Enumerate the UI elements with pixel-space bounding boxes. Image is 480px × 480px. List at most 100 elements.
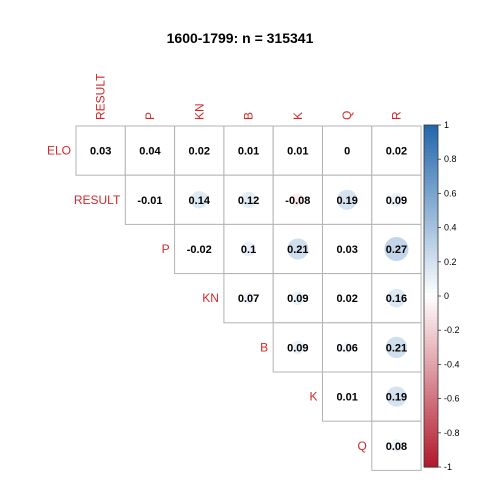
correlation-circle xyxy=(287,238,309,260)
colorbar-segment xyxy=(424,343,438,348)
colorbar-segment xyxy=(424,333,438,338)
value-label: 0.03 xyxy=(90,146,111,158)
colorbar: 1 0.8 0.6 0.4 0.2 0 -0.2 -0.4 -0.6 -0.8 -1 xyxy=(423,120,460,472)
row-label: K xyxy=(309,390,317,404)
colorbar-segment xyxy=(424,299,438,304)
column-label: Q xyxy=(340,111,354,120)
colorbar-tick-label: 0.2 xyxy=(444,257,457,267)
colorbar-segment xyxy=(424,176,438,181)
colorbar-segment xyxy=(424,166,438,171)
correlation-circle xyxy=(195,245,203,253)
value-label: 0.14 xyxy=(189,195,211,207)
value-label: 0.01 xyxy=(287,146,308,158)
colorbar-tick-label: -0.6 xyxy=(444,394,460,404)
colorbar-segment xyxy=(424,275,438,280)
colorbar-segment xyxy=(424,398,438,403)
colorbar-segment xyxy=(424,155,438,160)
column-label: R xyxy=(389,111,403,120)
colorbar-segment xyxy=(424,415,438,420)
colorbar-segment xyxy=(424,248,438,253)
colorbar-segment xyxy=(424,213,438,218)
colorbar-segment xyxy=(424,285,438,290)
value-label: 0.1 xyxy=(241,244,256,256)
value-label: 0.27 xyxy=(386,244,407,256)
colorbar-segment xyxy=(424,231,438,236)
colorbar-segment xyxy=(424,234,438,239)
colorbar-segment xyxy=(424,402,438,407)
column-label: RESULT xyxy=(94,73,108,120)
column-labels: RESULT P KN B K Q R xyxy=(94,73,404,120)
colorbar-segment xyxy=(424,148,438,153)
colorbar-tick-label: -0.4 xyxy=(444,359,460,369)
cell-kn-b xyxy=(223,273,274,324)
colorbar-segment xyxy=(424,412,438,417)
colorbar-segment xyxy=(424,152,438,157)
colorbar-segment xyxy=(424,313,438,318)
value-label: 0.02 xyxy=(336,293,357,305)
correlation-circle xyxy=(337,189,358,210)
correlation-circle xyxy=(290,340,305,355)
correlation-circle xyxy=(290,291,305,306)
correlation-circle xyxy=(190,191,208,209)
colorbar-segment xyxy=(424,254,438,259)
colorbar-tick-label: 0.4 xyxy=(444,223,457,233)
colorbar-segment xyxy=(424,289,438,294)
value-label: 0.19 xyxy=(336,195,357,207)
colorbar-segment xyxy=(424,241,438,246)
correlation-cells: 0.03 0.04 0.02 0.01 0.01 0 0.02 -0.01 0.14 0.12 -0… xyxy=(75,125,422,471)
colorbar-segment xyxy=(424,172,438,177)
value-label: 0.21 xyxy=(287,244,308,256)
colorbar-segment xyxy=(424,357,438,362)
colorbar-segment xyxy=(424,220,438,225)
colorbar-segment xyxy=(424,395,438,400)
value-label: 0.04 xyxy=(139,146,161,158)
colorbar-segment xyxy=(424,443,438,448)
colorbar-segment xyxy=(424,224,438,229)
colorbar-segment xyxy=(424,422,438,427)
colorbar-segment xyxy=(424,337,438,342)
correlation-circle xyxy=(343,244,352,254)
row-label: ELO xyxy=(47,144,71,158)
value-label: 0 xyxy=(344,146,350,158)
colorbar-segment xyxy=(424,453,438,458)
colorbar-segment xyxy=(424,203,438,208)
colorbar-segment xyxy=(424,183,438,188)
colorbar-segment xyxy=(424,265,438,270)
colorbar-segment xyxy=(424,142,438,147)
correlation-circle xyxy=(96,146,105,155)
colorbar-segment xyxy=(424,282,438,287)
value-label: 0.02 xyxy=(386,146,407,158)
colorbar-segment xyxy=(424,323,438,328)
column-label: K xyxy=(291,112,305,120)
row-label: P xyxy=(162,242,170,256)
value-label: 0.12 xyxy=(238,195,259,207)
colorbar-tick-label: 0.6 xyxy=(444,188,457,198)
colorbar-segment xyxy=(424,138,438,143)
correlation-circle xyxy=(195,147,203,154)
value-label: 0.06 xyxy=(336,342,357,354)
correlation-circle xyxy=(386,386,407,407)
colorbar-segment xyxy=(424,432,438,437)
correlation-circle xyxy=(389,439,403,453)
colorbar-segment xyxy=(424,449,438,454)
row-label: B xyxy=(260,340,268,354)
correlation-circle xyxy=(384,236,409,262)
colorbar-segment xyxy=(424,207,438,212)
colorbar-tick-label: 0 xyxy=(444,291,449,301)
correlation-circle xyxy=(341,341,353,354)
colorbar-segment xyxy=(424,296,438,301)
colorbar-segment xyxy=(424,405,438,410)
value-label: -0.01 xyxy=(137,195,162,207)
correlation-circle xyxy=(343,294,351,302)
colorbar-segment xyxy=(424,169,438,174)
colorbar-tick-label: -1 xyxy=(444,462,452,472)
colorbar-segment xyxy=(424,388,438,393)
colorbar-segment xyxy=(424,261,438,266)
value-label: 0.01 xyxy=(238,146,259,158)
value-label: 0.09 xyxy=(287,293,308,305)
colorbar-segment xyxy=(424,439,438,444)
colorbar-segment xyxy=(424,237,438,242)
cell-result-q xyxy=(322,174,373,225)
value-label: 0.21 xyxy=(386,342,407,354)
correlation-circle xyxy=(240,191,257,208)
